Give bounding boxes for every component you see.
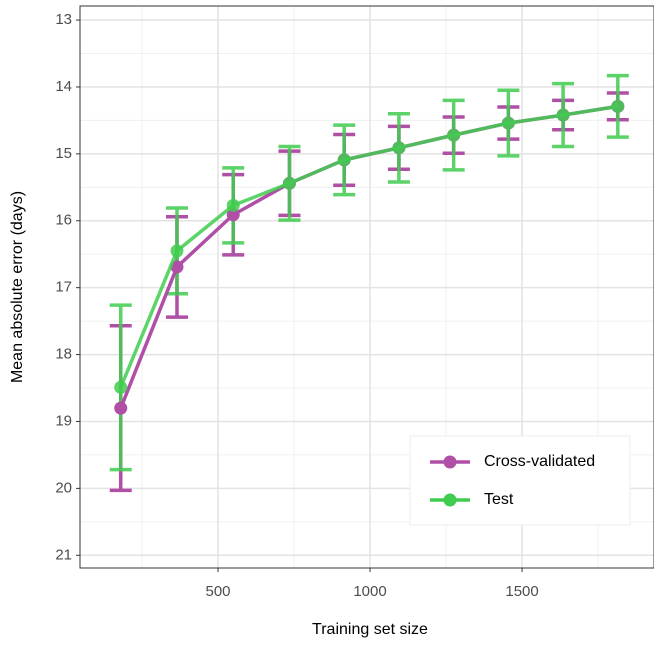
x-axis-label: Training set size <box>312 621 428 638</box>
point <box>282 176 296 190</box>
point <box>611 99 625 113</box>
y-tick-label: 16 <box>55 212 72 229</box>
y-tick-label: 20 <box>55 479 72 496</box>
point <box>114 380 128 394</box>
point <box>226 198 240 212</box>
y-tick-label: 13 <box>55 11 72 28</box>
plot-border <box>79 5 654 569</box>
point <box>170 260 184 274</box>
y-tick-label: 19 <box>55 412 72 429</box>
point <box>447 128 461 142</box>
x-tick-label: 1500 <box>505 583 538 600</box>
point <box>226 208 240 222</box>
y-tick-label: 21 <box>55 546 72 563</box>
legend-marker <box>443 493 457 507</box>
point <box>114 401 128 415</box>
point <box>337 153 351 167</box>
x-tick-label: 1000 <box>353 583 386 600</box>
point <box>501 116 515 130</box>
legend-label: Test <box>484 491 514 508</box>
y-tick-label: 18 <box>55 346 72 363</box>
y-tick-label: 15 <box>55 145 72 162</box>
legend-label: Cross-validated <box>484 453 595 470</box>
series-line <box>119 104 619 409</box>
y-axis-label: Mean absolute error (days) <box>9 191 26 383</box>
y-tick-label: 17 <box>55 279 72 296</box>
series-line <box>119 104 619 389</box>
x-tick-label: 500 <box>206 583 231 600</box>
y-tick-label: 14 <box>55 78 72 95</box>
point <box>556 108 570 122</box>
point <box>392 141 406 155</box>
series <box>109 73 629 472</box>
legend-box <box>409 435 631 526</box>
point <box>170 244 184 258</box>
legend-marker <box>443 455 457 469</box>
